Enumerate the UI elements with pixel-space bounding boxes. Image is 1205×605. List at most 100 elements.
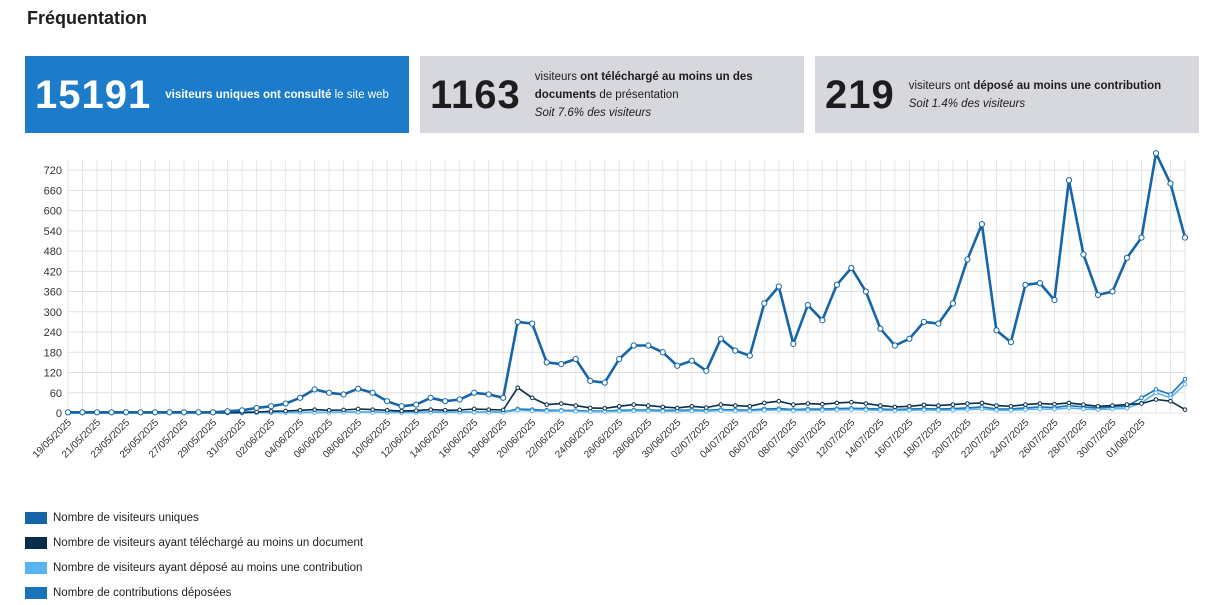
y-tick-label: 300 (44, 307, 62, 319)
data-point (544, 409, 550, 414)
data-point (572, 355, 579, 363)
data-point (180, 409, 188, 416)
data-point (1182, 407, 1188, 412)
stat-text-bold: déposé au moins une contribution (973, 79, 1162, 92)
data-point (949, 300, 956, 307)
data-point (558, 408, 564, 414)
data-point (732, 347, 739, 354)
data-point (1037, 401, 1043, 406)
data-point (1023, 402, 1028, 407)
data-point (471, 389, 478, 396)
data-point (849, 399, 854, 405)
data-point (1109, 288, 1116, 295)
data-point (834, 407, 840, 413)
data-point (848, 264, 855, 272)
data-point (485, 391, 492, 398)
line-chart: 06012018024030036042048054060066072019/0… (31, 150, 1189, 461)
data-point (1022, 281, 1029, 288)
data-point (1008, 408, 1014, 413)
data-point (775, 283, 782, 290)
data-point (921, 402, 927, 408)
data-point (122, 409, 130, 416)
data-point (762, 408, 767, 413)
y-tick-label: 480 (44, 246, 62, 258)
data-point (370, 407, 375, 412)
y-tick-label: 540 (44, 226, 62, 238)
legend-item[interactable]: Nombre de contributions déposées (25, 580, 363, 605)
data-point (1124, 402, 1130, 407)
data-point (355, 385, 362, 392)
y-tick-label: 240 (44, 327, 62, 339)
stat-note: Soit 7.6% des visiteurs (534, 106, 652, 119)
data-point (369, 389, 376, 396)
y-tick-label: 420 (44, 266, 62, 278)
data-point (935, 320, 942, 327)
data-point (1007, 339, 1015, 346)
data-point (936, 408, 941, 413)
data-point (1153, 397, 1159, 402)
data-point (674, 362, 681, 369)
data-point (616, 403, 622, 409)
data-point (93, 409, 101, 416)
data-point (384, 408, 390, 413)
data-point (137, 409, 144, 416)
data-point (1037, 406, 1043, 412)
data-point (1094, 291, 1102, 299)
data-point (224, 408, 231, 415)
data-point (1080, 251, 1087, 258)
data-point (166, 409, 173, 416)
data-point (355, 406, 361, 412)
data-point (747, 403, 753, 409)
data-point (1110, 403, 1115, 408)
legend-item[interactable]: Nombre de visiteurs ayant déposé au moin… (25, 555, 363, 580)
data-point (689, 408, 695, 414)
data-point (1182, 382, 1188, 387)
legend-label: Nombre de contributions déposées (53, 586, 232, 599)
data-point (645, 342, 652, 349)
data-point (674, 405, 680, 411)
y-tick-label: 720 (44, 165, 62, 177)
legend-swatch (25, 586, 47, 599)
data-point (573, 403, 579, 408)
data-point (747, 408, 753, 414)
data-point (500, 407, 506, 413)
data-point (1138, 234, 1145, 241)
data-point (979, 406, 985, 412)
data-point (877, 325, 884, 332)
data-point (238, 407, 246, 414)
data-point (558, 360, 565, 368)
data-point (1139, 395, 1144, 401)
data-point (1066, 400, 1072, 406)
data-point (515, 408, 521, 413)
data-point (326, 389, 333, 396)
data-point (645, 408, 651, 414)
data-point (79, 409, 86, 416)
data-point (892, 404, 898, 410)
data-point (805, 401, 811, 406)
legend-item[interactable]: Nombre de visiteurs ayant téléchargé au … (25, 530, 363, 555)
data-point (268, 409, 274, 414)
data-point (950, 402, 956, 407)
data-point (195, 409, 202, 416)
legend-item[interactable]: Nombre de visiteurs uniques (25, 505, 363, 530)
data-point (514, 318, 521, 326)
data-point (297, 408, 303, 413)
data-point (399, 408, 404, 414)
data-point (630, 342, 637, 349)
y-tick-label: 60 (50, 388, 62, 400)
data-point (558, 401, 564, 406)
stat-text: visiteurs ont déposé au moins une contri… (909, 77, 1161, 113)
data-point (1095, 403, 1101, 409)
data-point (878, 408, 883, 413)
data-point (820, 401, 825, 407)
data-point (456, 396, 463, 403)
data-point (529, 395, 535, 401)
data-point (297, 394, 304, 401)
data-point (253, 404, 260, 412)
y-tick-label: 360 (44, 287, 62, 299)
data-point (616, 409, 622, 414)
data-point (529, 320, 536, 327)
data-point (776, 398, 782, 404)
legend-label: Nombre de visiteurs ayant déposé au moin… (53, 561, 363, 574)
data-point (833, 281, 840, 288)
